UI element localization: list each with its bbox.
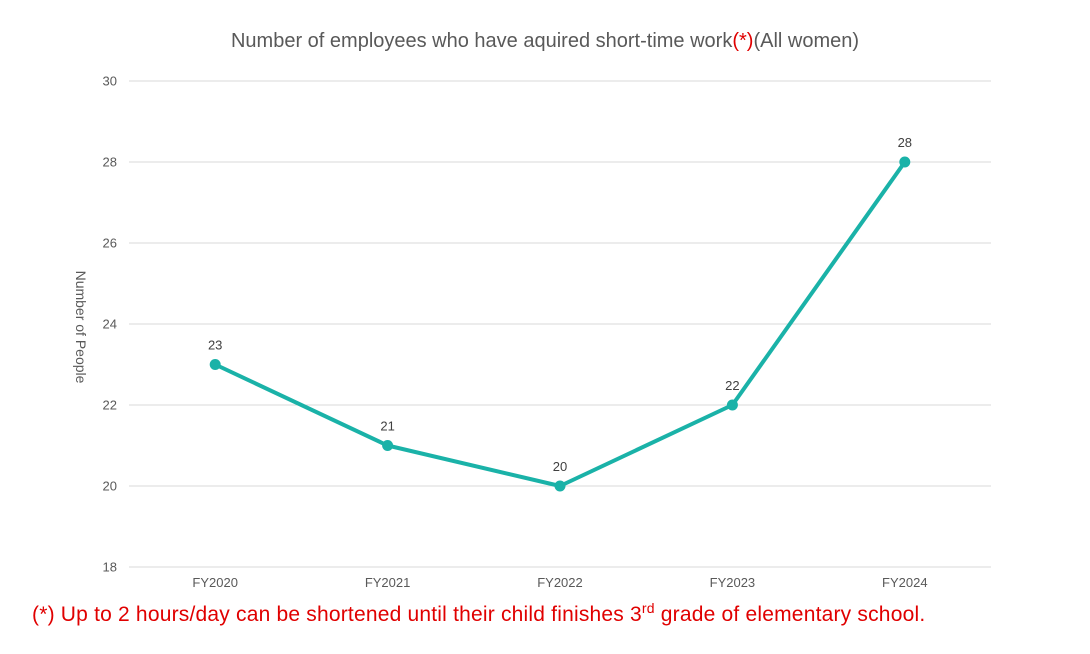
y-tick-label: 18	[103, 560, 117, 575]
y-tick-label: 24	[103, 317, 117, 332]
y-axis-ticks: 18 20 22 24 26 28 30	[103, 74, 117, 575]
footnote-superscript: rd	[641, 600, 655, 616]
data-label: 28	[898, 135, 912, 150]
chart-title-asterisk: (*)	[732, 30, 754, 52]
y-tick-label: 26	[103, 236, 117, 251]
y-tick-label: 22	[103, 398, 117, 413]
y-tick-label: 30	[103, 74, 117, 89]
data-points	[209, 156, 911, 492]
x-tick-label: FY2020	[192, 575, 238, 590]
chart-title-text: Number of employees who have aquired sho…	[230, 30, 733, 52]
y-tick-label: 20	[103, 479, 117, 494]
footnote-text-end: grade of elementary school.	[654, 603, 926, 626]
data-label: 23	[208, 338, 222, 353]
data-labels: 23 21 20 22 28	[208, 135, 912, 474]
x-axis-ticks: FY2020 FY2021 FY2022 FY2023 FY2024	[192, 575, 927, 590]
x-tick-label: FY2021	[365, 575, 411, 590]
data-label: 22	[725, 378, 739, 393]
data-label: 21	[380, 419, 394, 434]
data-point	[382, 440, 394, 451]
chart-title-suffix: (All women)	[753, 30, 860, 52]
y-tick-label: 28	[103, 155, 117, 170]
footnote-text: (*) Up to 2 hours/day can be shortened u…	[32, 603, 642, 626]
x-tick-label: FY2024	[882, 575, 928, 590]
chart-title: Number of employees who have aquired sho…	[0, 30, 1090, 53]
x-tick-label: FY2023	[710, 575, 756, 590]
data-point	[554, 480, 566, 492]
gridlines	[129, 80, 991, 568]
data-point	[726, 399, 738, 411]
x-tick-label: FY2022	[537, 575, 583, 590]
data-label: 20	[553, 459, 567, 474]
data-point	[209, 359, 221, 370]
footnote: (*) Up to 2 hours/day can be shortened u…	[32, 600, 926, 627]
data-point	[899, 156, 911, 168]
